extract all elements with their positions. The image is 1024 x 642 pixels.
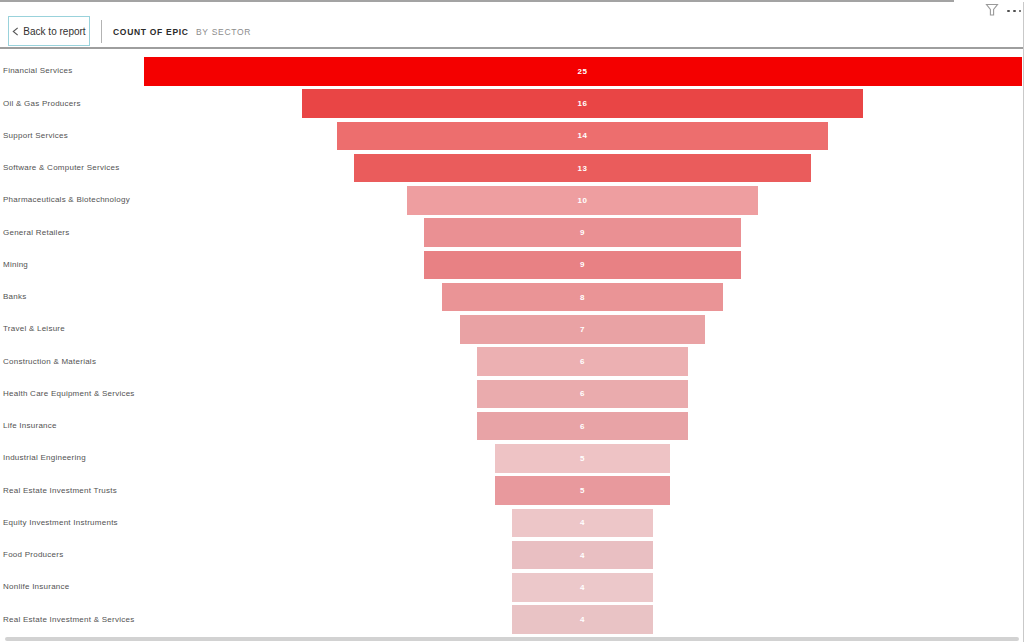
category-label: Travel & Leisure (3, 324, 65, 333)
category-label: Real Estate Investment & Services (3, 615, 134, 624)
bar-value-label: 4 (580, 518, 585, 527)
funnel-bar[interactable]: 16 (302, 89, 864, 118)
category-label: Banks (3, 292, 26, 301)
funnel-bar[interactable]: 9 (424, 251, 740, 280)
funnel-bar[interactable]: 4 (512, 541, 652, 570)
funnel-bar[interactable]: 14 (337, 122, 829, 151)
funnel-bar[interactable]: 13 (354, 154, 811, 183)
bar-value-label: 13 (578, 164, 588, 173)
horizontal-scrollbar[interactable] (5, 637, 1019, 641)
bar-value-label: 6 (580, 357, 585, 366)
bar-value-label: 10 (578, 196, 588, 205)
bar-value-label: 5 (580, 454, 585, 463)
bar-value-label: 4 (580, 551, 585, 560)
bar-value-label: 5 (580, 486, 585, 495)
funnel-bar[interactable]: 9 (424, 218, 740, 247)
funnel-bar[interactable]: 5 (495, 444, 671, 473)
category-label: Oil & Gas Producers (3, 99, 81, 108)
funnel-bar[interactable]: 5 (495, 476, 671, 505)
bar-value-label: 6 (580, 389, 585, 398)
funnel-bar[interactable]: 4 (512, 605, 652, 634)
funnel-bar[interactable]: 6 (477, 347, 688, 376)
funnel-bar[interactable]: 4 (512, 509, 652, 538)
funnel-bar[interactable]: 4 (512, 573, 652, 602)
funnel-bar[interactable]: 6 (477, 380, 688, 409)
bar-value-label: 4 (580, 615, 585, 624)
category-label: Software & Computer Services (3, 163, 119, 172)
category-label: Financial Services (3, 66, 72, 75)
category-label: Real Estate Investment Trusts (3, 486, 117, 495)
category-label: General Retailers (3, 228, 70, 237)
category-label: Nonlife Insurance (3, 582, 70, 591)
funnel-bar[interactable]: 6 (477, 412, 688, 441)
category-label: Mining (3, 260, 28, 269)
bar-value-label: 14 (578, 131, 588, 140)
category-label: Pharmaceuticals & Biotechnology (3, 195, 130, 204)
category-label: Life Insurance (3, 421, 57, 430)
bar-value-label: 16 (578, 99, 588, 108)
bar-value-label: 7 (580, 325, 585, 334)
bar-value-label: 8 (580, 293, 585, 302)
funnel-bar[interactable]: 7 (460, 315, 706, 344)
category-label: Food Producers (3, 550, 63, 559)
funnel-chart: Financial Services 25 Oil & Gas Producers 1… (0, 0, 1024, 642)
bar-value-label: 9 (580, 228, 585, 237)
funnel-bar[interactable]: 10 (407, 186, 758, 215)
category-label: Industrial Engineering (3, 453, 86, 462)
bar-value-label: 25 (578, 67, 588, 76)
category-label: Health Care Equipment & Services (3, 389, 135, 398)
bar-value-label: 4 (580, 583, 585, 592)
category-label: Equity Investment Instruments (3, 518, 118, 527)
category-label: Construction & Materials (3, 357, 96, 366)
funnel-bar[interactable]: 8 (442, 283, 723, 312)
bar-value-label: 9 (580, 260, 585, 269)
category-label: Support Services (3, 131, 68, 140)
report-page: Back to report COUNT OF EPIC BY SECTOR F… (0, 0, 1024, 642)
funnel-bar[interactable]: 25 (144, 57, 1022, 86)
bar-value-label: 6 (580, 422, 585, 431)
